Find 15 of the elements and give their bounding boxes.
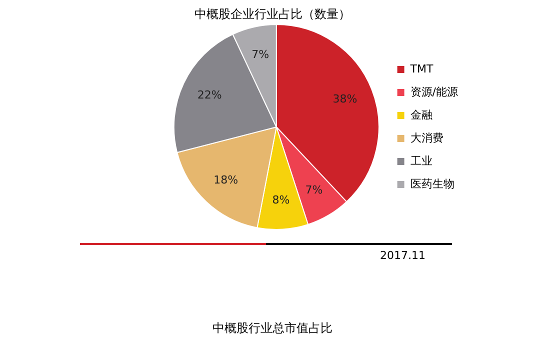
data-label: 18%: [214, 174, 238, 187]
data-label: 38%: [332, 92, 358, 106]
legend-label: 金融: [410, 108, 432, 122]
legend-label: 医药生物: [410, 177, 454, 190]
legend-label: 工业: [410, 154, 432, 168]
legend-label: 资源/能源: [410, 85, 458, 98]
text: 2017.11: [380, 249, 426, 262]
chart-title: 中概股企业行业占比（数量）: [194, 6, 352, 23]
text: 中概股行业总市值占比: [212, 320, 334, 337]
data-label: 8%: [272, 194, 290, 207]
data-label: 7%: [305, 183, 323, 196]
data-label: 22%: [197, 88, 222, 102]
legend-label: 大消费: [410, 131, 444, 144]
data-label: 7%: [252, 48, 270, 61]
legend-label: TMT: [409, 62, 434, 76]
